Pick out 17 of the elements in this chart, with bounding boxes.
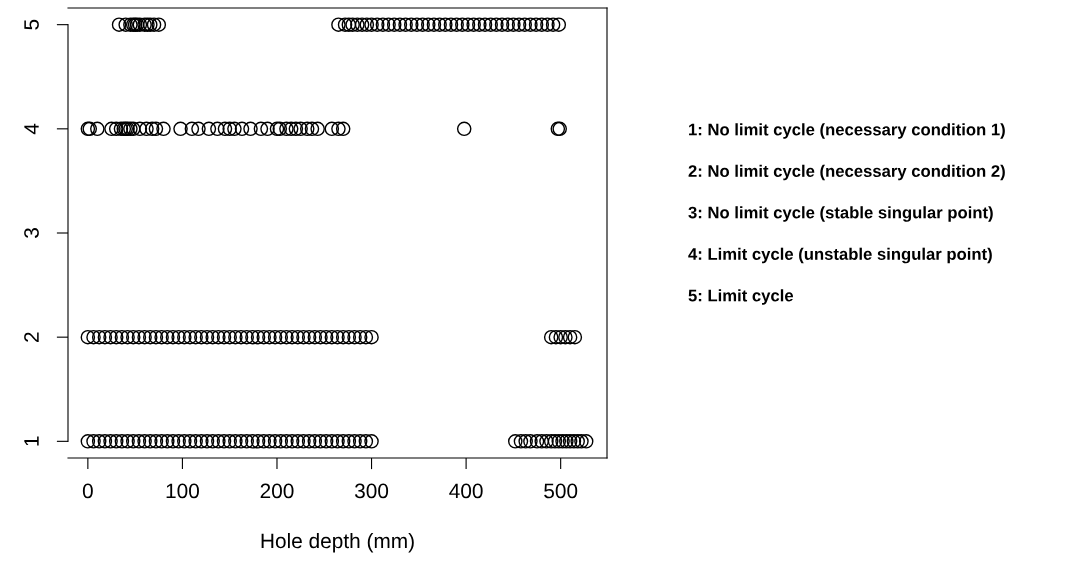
x-tick-label: 0 bbox=[82, 483, 93, 499]
x-axis-title: Hole depth (mm) bbox=[261, 532, 414, 553]
x-tick-label: 500 bbox=[544, 483, 578, 499]
text: 1: No limit cycle (necessary condition 1) bbox=[689, 123, 1005, 139]
y-tick-label: 3 bbox=[24, 228, 39, 238]
y-tick-label: 4 bbox=[24, 123, 39, 135]
x-tick-label: 200 bbox=[260, 483, 294, 499]
x-tick-label: 300 bbox=[354, 483, 389, 499]
x-tick-label: 400 bbox=[449, 483, 483, 499]
text: 5: Limit cycle bbox=[688, 289, 794, 305]
text: 3: No limit cycle (stable singular point) bbox=[688, 206, 993, 222]
y-tick-label: 2 bbox=[24, 332, 39, 342]
text: 2: No limit cycle (necessary condition 2) bbox=[688, 164, 1005, 181]
text: 4: Limit cycle (unstable singular point) bbox=[688, 247, 992, 264]
y-tick-label: 1 bbox=[24, 436, 39, 446]
y-tick-label: 5 bbox=[24, 19, 39, 30]
x-tick-label: 100 bbox=[166, 483, 199, 499]
